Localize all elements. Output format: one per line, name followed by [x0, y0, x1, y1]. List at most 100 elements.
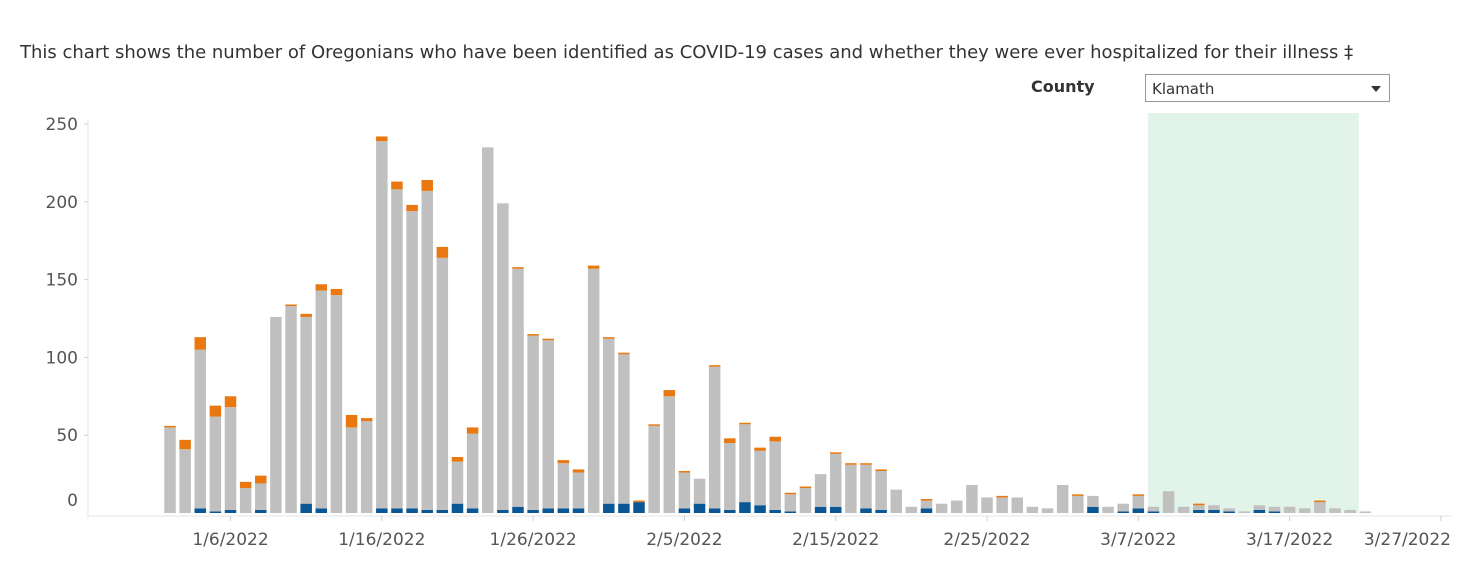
bar-segment-not-hospitalized [1087, 506, 1099, 513]
y-tick-label: 200 [46, 193, 78, 213]
bar-segment-unknown [391, 189, 403, 509]
bar-segment-hospitalized [360, 418, 373, 422]
bar-segment-unknown [618, 354, 630, 504]
bar-segment-unknown [1087, 495, 1099, 507]
bar-segment-not-hospitalized [754, 505, 766, 513]
bar-segment-not-hospitalized [1223, 511, 1235, 513]
bar-segment-unknown [1329, 508, 1341, 513]
bar-segment-unknown [935, 503, 948, 513]
bar-segment-not-hospitalized [618, 503, 630, 513]
bar-segment-hospitalized [769, 436, 781, 442]
bar-segment-unknown [436, 257, 449, 510]
bar-segment-hospitalized [194, 337, 207, 350]
bar-segment-hospitalized [542, 338, 554, 341]
bar-segment-not-hospitalized [814, 506, 827, 513]
bar-segment-unknown [179, 449, 191, 513]
bar-segment-not-hospitalized [769, 509, 781, 513]
bar-segment-unknown [360, 421, 373, 513]
bar-segment-hospitalized [436, 246, 449, 258]
bar-segment-unknown [708, 366, 721, 509]
bar-segment-unknown [1026, 506, 1039, 513]
bar-segment-unknown [1147, 506, 1160, 512]
bar-segment-not-hospitalized [512, 506, 524, 513]
bar-segment-hospitalized [784, 492, 797, 495]
bar-segment-hospitalized [164, 425, 176, 428]
bar-segment-unknown [769, 441, 781, 510]
bar-segment-unknown [497, 203, 509, 510]
bar-segment-unknown [996, 497, 1008, 513]
bar-segment-not-hospitalized [542, 508, 554, 513]
x-tick-label: 3/27/2022 [1364, 530, 1451, 550]
highlight-region [1147, 113, 1359, 513]
bar-segment-unknown [466, 433, 479, 509]
x-tick-label: 1/26/2022 [490, 530, 577, 550]
bar-segment-unknown [345, 427, 358, 513]
bar-segment-not-hospitalized [527, 509, 539, 513]
bar-segment-unknown [1208, 505, 1220, 510]
bar-segment-not-hospitalized [557, 508, 570, 513]
bars [164, 136, 1372, 513]
bar-segment-unknown [1359, 511, 1372, 513]
bar-segment-hospitalized [603, 337, 615, 339]
bar-segment-unknown [875, 470, 887, 510]
bar-segment-unknown [376, 141, 388, 509]
bar-segment-hospitalized [557, 460, 570, 464]
bar-segment-hospitalized [285, 304, 297, 307]
bar-segment-not-hospitalized [708, 508, 721, 513]
bar-segment-unknown [1011, 497, 1024, 513]
county-dropdown-value: Klamath [1152, 80, 1215, 98]
bar-segment-unknown [663, 396, 676, 513]
county-dropdown[interactable]: Klamath [1145, 74, 1390, 102]
bar-segment-not-hospitalized [739, 502, 751, 513]
bar-segment-not-hospitalized [875, 509, 887, 513]
bar-segment-hospitalized [648, 424, 660, 426]
bar-segment-unknown [451, 461, 464, 504]
bar-segment-unknown [315, 290, 328, 509]
bar-segment-not-hospitalized [1208, 509, 1220, 513]
bar-segment-unknown [164, 427, 176, 513]
bar-segment-unknown [255, 483, 267, 510]
bar-segment-unknown [1223, 508, 1235, 512]
bar-segment-hospitalized [754, 447, 766, 451]
bar-segment-unknown [406, 211, 418, 509]
bar-segment-unknown [966, 484, 978, 513]
bar-segment-not-hospitalized [678, 508, 691, 513]
bar-segment-not-hospitalized [603, 503, 615, 513]
bar-segment-hospitalized [572, 469, 585, 473]
bar-segment-not-hospitalized [1117, 511, 1129, 513]
bar-segment-unknown [905, 506, 918, 513]
bar-segment-not-hospitalized [466, 508, 479, 513]
bar-segment-unknown [527, 335, 539, 510]
bar-segment-hospitalized [466, 427, 479, 434]
bar-segment-hospitalized [421, 180, 433, 191]
y-axis: 0 50 100 150 200 250 [46, 115, 89, 518]
bar-segment-unknown [194, 349, 207, 509]
bar-segment-not-hospitalized [693, 503, 706, 513]
bar-segment-not-hospitalized [784, 511, 797, 513]
county-filter-label: County [1031, 77, 1095, 96]
bar-segment-unknown [209, 416, 222, 512]
bar-segment-unknown [1283, 506, 1296, 513]
bar-segment-unknown [1162, 491, 1175, 513]
bar-segment-unknown [1238, 511, 1250, 513]
bar-segment-unknown [860, 464, 872, 509]
bar-segment-hospitalized [391, 181, 403, 190]
bar-segment-unknown [1299, 508, 1311, 513]
bar-segment-hospitalized [315, 284, 328, 291]
bar-segment-not-hospitalized [1268, 511, 1281, 513]
bar-segment-hospitalized [996, 495, 1008, 498]
bar-segment-unknown [224, 407, 237, 510]
bar-segment-not-hospitalized [209, 511, 222, 513]
bar-segment-unknown [739, 424, 751, 503]
bar-segment-not-hospitalized [497, 509, 509, 513]
x-tick-label: 3/17/2022 [1246, 530, 1333, 550]
bar-segment-not-hospitalized [1253, 509, 1266, 513]
bar-segment-unknown [678, 472, 691, 509]
y-tick-label: 0 [67, 491, 78, 511]
bar-segment-unknown [557, 463, 570, 509]
bar-segment-hospitalized [406, 204, 418, 212]
bar-segment-unknown [1268, 506, 1281, 512]
chevron-down-icon[interactable] [1371, 86, 1381, 92]
bar-segment-unknown [1314, 502, 1326, 513]
